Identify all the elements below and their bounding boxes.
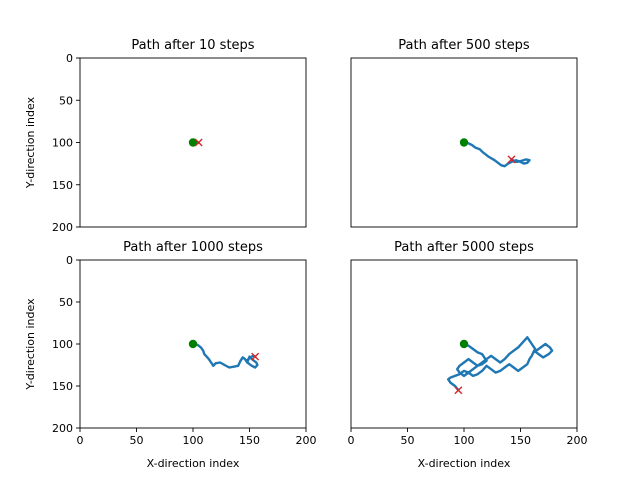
y-tick-label: 100	[52, 137, 73, 150]
y-tick-label: 100	[52, 338, 73, 351]
subplot-title: Path after 5000 steps	[394, 240, 534, 255]
x-tick-label: 150	[239, 434, 260, 447]
end-marker	[194, 138, 203, 147]
y-tick-label: 50	[59, 94, 73, 107]
y-tick-label: 200	[52, 221, 73, 234]
axes-frame	[350, 57, 578, 228]
x-tick-label: 200	[567, 434, 588, 447]
walk-path	[191, 342, 259, 369]
y-tick-label: 0	[66, 52, 73, 65]
x-tick-label: 200	[296, 434, 317, 447]
y-tick-label: 0	[66, 254, 73, 267]
x-tick-label: 0	[77, 434, 84, 447]
start-marker	[188, 138, 198, 147]
start-marker	[188, 339, 198, 349]
subplot-1: Path after 10 steps 0 50 100 150 200 Y-directi…	[24, 38, 307, 234]
start-marker	[459, 339, 469, 349]
y-axis-label: Y-direction index	[24, 298, 37, 391]
x-axis-label: X-direction index	[418, 457, 511, 470]
x-tick-label: 100	[183, 434, 204, 447]
x-axis-label: X-direction index	[147, 457, 240, 470]
x-tick-label: 150	[510, 434, 531, 447]
x-tick-label: 100	[454, 434, 475, 447]
y-axis-label: Y-direction index	[24, 96, 37, 189]
x-tick-label: 50	[401, 434, 415, 447]
walk-path	[447, 336, 554, 392]
end-marker	[454, 386, 463, 395]
subplot-3: Path after 1000 steps 0 50 100 150 200 0 50 100 1…	[24, 240, 317, 470]
x-tick-label: 50	[130, 434, 144, 447]
y-tick-label: 150	[52, 380, 73, 393]
y-tick-label: 150	[52, 179, 73, 192]
subplot-title: Path after 10 steps	[131, 38, 254, 53]
subplot-title: Path after 500 steps	[398, 38, 530, 53]
subplot-2: Path after 500 steps	[350, 38, 578, 228]
subplot-title: Path after 1000 steps	[123, 240, 263, 255]
start-marker	[459, 138, 469, 147]
y-tick-label: 200	[52, 422, 73, 435]
y-tick-label: 50	[59, 296, 73, 309]
end-marker	[507, 155, 516, 164]
end-marker	[251, 352, 260, 361]
walk-path	[462, 141, 531, 168]
subplot-4: Path after 5000 steps 0 50 100 150 200 X-direc…	[348, 240, 588, 470]
x-tick-label: 0	[348, 434, 355, 447]
